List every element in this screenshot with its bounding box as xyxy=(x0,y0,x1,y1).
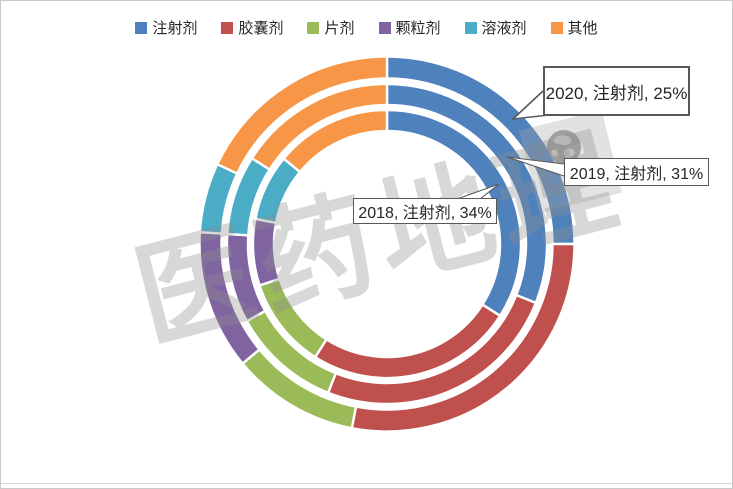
legend-color-swatch-icon xyxy=(135,21,148,34)
legend-item-label: 其他 xyxy=(567,20,598,37)
legend-item-label: 溶液剂 xyxy=(481,20,527,37)
globe-icon xyxy=(547,130,581,164)
data-label-2018-injection[interactable]: 2018, 注射剂, 34% xyxy=(353,198,497,224)
legend-item-其他[interactable]: 其他 xyxy=(550,17,598,38)
segment-2018-颗粒剂[interactable] xyxy=(251,217,281,287)
legend-color-swatch-icon xyxy=(378,21,391,34)
legend-color-swatch-icon xyxy=(307,21,320,34)
segment-2020-其他[interactable] xyxy=(216,55,389,175)
legend-item-溶液剂[interactable]: 溶液剂 xyxy=(464,17,527,38)
legend-color-swatch-icon xyxy=(464,21,477,34)
legend-item-label: 胶囊剂 xyxy=(238,20,284,37)
data-label-2020-injection[interactable]: 2020, 注射剂, 25% xyxy=(543,66,690,116)
data-label-2019-injection[interactable]: 2019, 注射剂, 31% xyxy=(564,158,709,186)
legend-item-颗粒剂[interactable]: 颗粒剂 xyxy=(378,17,441,38)
legend-color-swatch-icon xyxy=(550,21,563,34)
legend-item-片剂[interactable]: 片剂 xyxy=(307,17,355,38)
legend-item-label: 颗粒剂 xyxy=(395,20,441,37)
legend-item-注射剂[interactable]: 注射剂 xyxy=(135,17,197,38)
segment-2019-其他[interactable] xyxy=(250,82,389,171)
legend-item-label: 注射剂 xyxy=(152,20,198,37)
legend-color-swatch-icon xyxy=(221,21,234,34)
segment-2018-其他[interactable] xyxy=(282,108,389,174)
legend-item-胶囊剂[interactable]: 胶囊剂 xyxy=(221,17,283,38)
legend-item-label: 片剂 xyxy=(324,20,355,37)
chart-bottom-border xyxy=(1,483,732,484)
chart-legend: 注射剂 胶囊剂 片剂 颗粒剂 溶液剂 其他 xyxy=(1,17,732,38)
